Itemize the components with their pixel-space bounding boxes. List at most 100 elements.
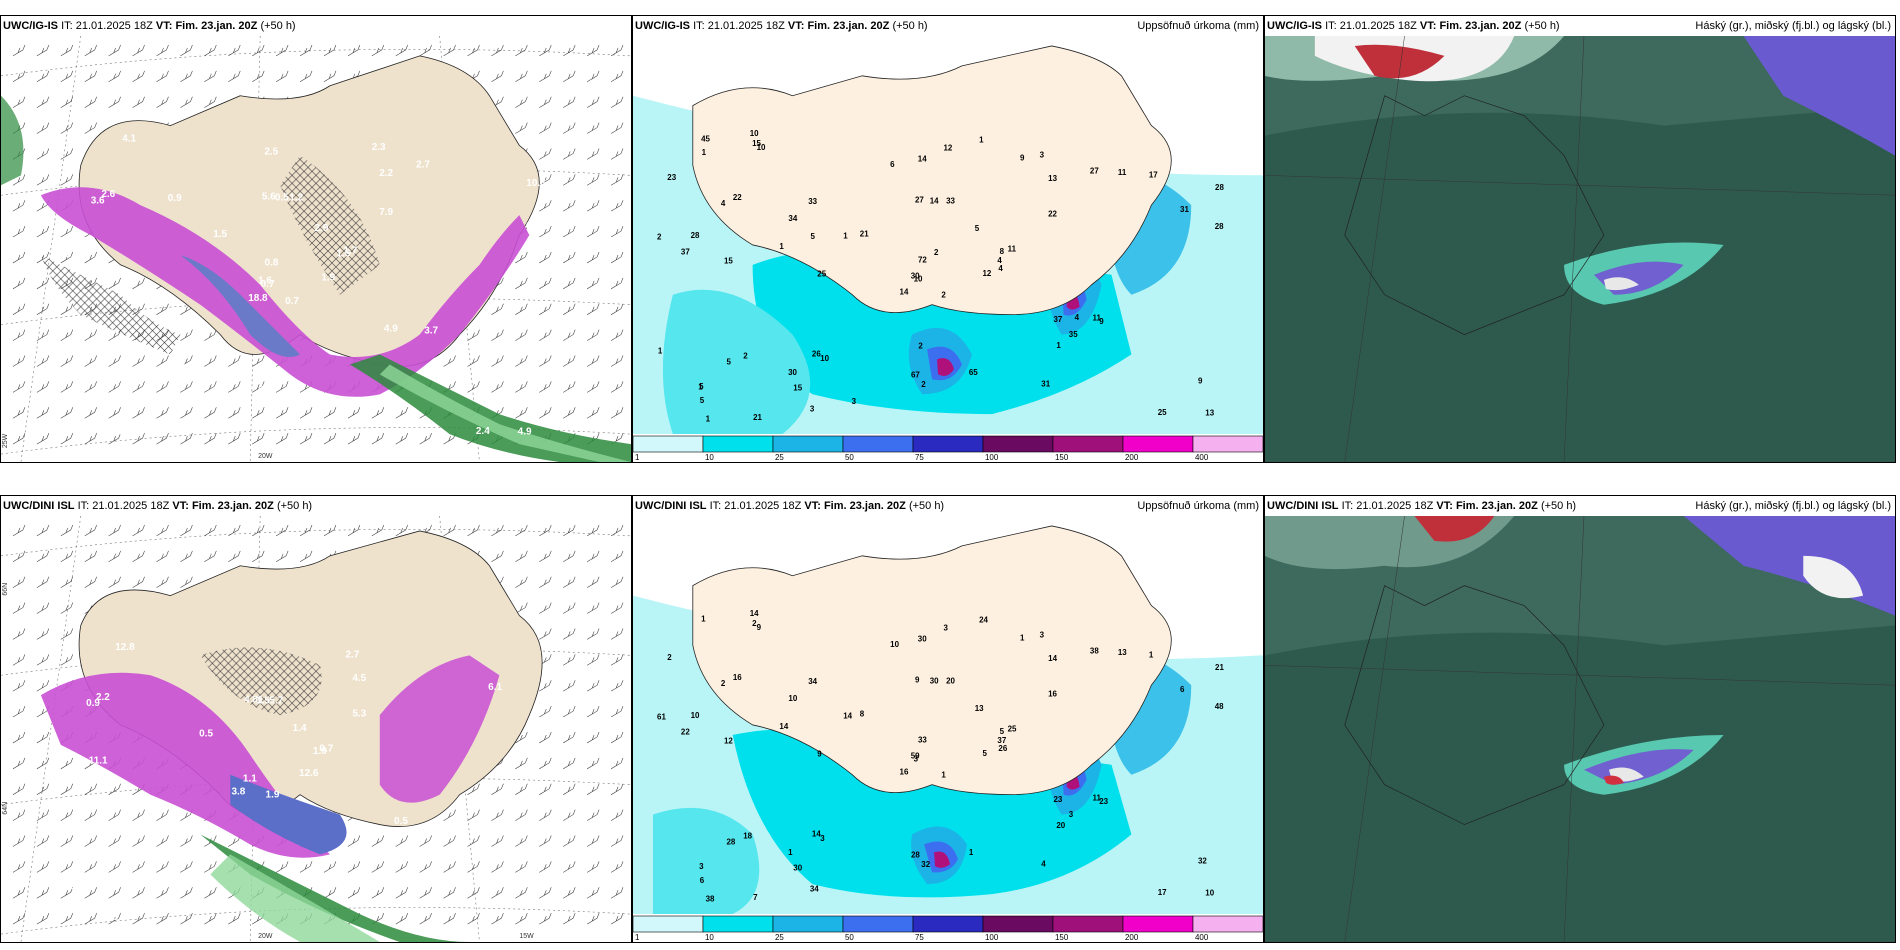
map-value-label: 3 [944,624,949,633]
panel-clouds-igis: UWC/IG-IS IT: 21.01.2025 18Z VT: Fim. 23… [1264,15,1896,463]
map-value-label: 38 [706,894,715,903]
map-value-label: 2.2 [111,364,125,375]
it-label: IT: [693,20,705,32]
map-value-label: 4.1 [122,134,136,145]
map-value-label: 2 [921,380,926,389]
map-value-label: 14 [1048,654,1057,663]
map-value-label: 18.8 [248,293,268,304]
map-value-label: 5.7 [269,695,283,706]
map-value-label: 14 [918,155,927,164]
map-value-label: 30 [918,635,927,644]
panel-title: Háský (gr.), miðský (fj.bl.) og lágský (… [1695,20,1891,32]
model-name: UWC/DINI ISL [1267,500,1339,512]
map-value-label: 1 [1056,341,1061,350]
colorbar-swatch [633,915,704,933]
map-value-label: 6 [890,160,895,169]
model-name: UWC/DINI ISL [3,500,75,512]
map-value-label: 27 [1090,167,1099,176]
map-value-label: 2.7 [346,650,360,661]
it-label: IT: [1325,20,1337,32]
map-value-label: 3.4 [112,912,126,923]
map-value-label: 14 [812,830,821,839]
map-value-label: 11.1 [89,756,108,767]
map-value-label: 16 [733,673,742,682]
colorbar-tick-label: 50 [845,933,854,942]
colorbar-tick-label: 100 [985,933,999,942]
colorbar-swatch [1122,915,1194,933]
colorbar-swatch [1192,435,1263,453]
map-value-label: 13 [1205,408,1214,417]
map-value-label: 2 [721,679,726,688]
map-value-label: 11 [1093,793,1102,802]
map-value-label: 4.5 [352,673,366,684]
it-label: IT: [77,500,90,512]
map-value-label: 4 [721,199,726,208]
map-value-label: 23 [667,173,676,182]
map-value-label: 11 [1093,313,1102,322]
colorbar-swatch [1192,915,1263,933]
map-value-label: 59 [911,752,920,761]
init-time: 21.01.2025 18Z [724,500,802,512]
colorbar: 1 10 25 50 75 100 150 200 400 [633,914,1263,942]
map-value-label: 3.6 [91,195,105,206]
map-value-label: 1.5 [256,696,270,707]
map-value-label: 1 [788,848,793,857]
init-time: 21.01.2025 18Z [707,20,785,32]
lead-time: (+50 h) [260,20,296,32]
colorbar-tick-label: 50 [845,453,854,462]
map-value-label: 10 [750,129,759,138]
map-value-label: 1.2 [289,192,303,203]
vt-label: VT: [804,500,821,512]
vt-label: VT: [1419,20,1437,32]
map-value-label: 4.9 [518,427,532,438]
map-value-label: 0.5 [199,728,213,739]
map-value-label: 9 [1099,317,1104,326]
map-value-label: 16 [900,767,909,776]
map-value-label: 1 [969,848,974,857]
map-value-label: 1 [701,615,706,624]
map-value-label: 1 [706,414,711,423]
map-value-label: 2 [941,290,946,299]
map-value-label: 2 [918,342,923,351]
map-value-label: 8 [860,709,865,718]
map-value-label: 10 [820,354,829,363]
map-value-label: 17 [1158,888,1167,897]
lead-time: (+50 h) [908,500,945,512]
colorbar-tick-label: 75 [915,453,924,462]
colorbar-tick-label: 75 [915,933,924,942]
map-value-label: 1.9 [266,789,280,800]
colorbar-tick-label: 25 [775,933,784,942]
panel-title: Háský (gr.), miðský (fj.bl.) og lágský (… [1695,500,1891,512]
map-value-label: 25 [1008,724,1017,733]
map-value-label: 37 [681,248,690,257]
map-value-label: 4.81 [244,695,264,706]
map-value-label: 0.5 [155,399,169,410]
map-value-label: 5 [811,232,816,241]
panel-title: Uppsöfnuð úrkoma (mm) [1137,20,1259,32]
vt-label: VT: [155,20,173,32]
map-value-label: 21 [1215,663,1224,672]
map-value-label: 2.9 [315,223,329,234]
map-value-label: 1 [698,383,703,392]
map-value-label: 15 [724,257,733,266]
valid-time: Fim. 23.jan. 20Z [807,20,890,32]
map-value-label: 5 [700,396,705,405]
map-value-label: 1.1 [243,774,257,785]
map-value-label: 14 [750,609,759,618]
map-value-label: 2 [657,232,662,241]
colorbar-tick-label: 25 [775,453,784,462]
cloud-map [1265,36,1895,462]
lon-label-20w: 20W [258,933,273,940]
lead-time: (+50 h) [276,500,313,512]
map-value-label: 3.8 [231,786,245,797]
valid-time: Fim. 23.jan. 20Z [1439,20,1522,32]
map-value-label: 11 [1118,168,1127,177]
map-value-label: 37 [1053,315,1062,324]
colorbar-tick-label: 200 [1125,453,1139,462]
map-value-label: 5 [1000,727,1005,736]
map-value-label: 32 [921,860,930,869]
map-value-label: 6.1 [488,682,502,693]
map-value-label: 2.6 [56,249,70,260]
map-value-label: 1 [979,135,984,144]
colorbar-tick-label: 1 [635,933,640,942]
